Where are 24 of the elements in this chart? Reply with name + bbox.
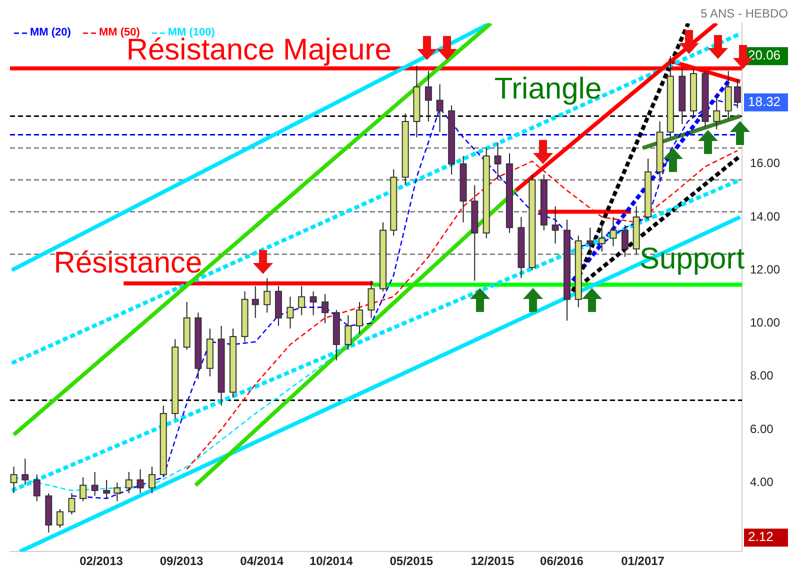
x-tick-label: 02/2013 <box>80 554 124 568</box>
y-tick-label: 6.00 <box>750 422 774 436</box>
y-tick-label: 16.00 <box>750 156 780 170</box>
y-tick-label: 12.00 <box>750 262 780 276</box>
x-tick-label: 06/2016 <box>540 554 584 568</box>
annotation: Triangle <box>494 72 602 106</box>
legend-label: MM (100) <box>168 26 216 39</box>
chart-subtitle: 5 ANS - HEBDO <box>700 6 788 21</box>
x-tick-label: 12/2015 <box>470 554 514 568</box>
legend-label: MM (20) <box>30 26 72 39</box>
x-tick-label: 10/2014 <box>309 554 354 568</box>
y-tick-label: 10.00 <box>750 316 780 330</box>
x-tick-label: 01/2017 <box>621 554 665 568</box>
annotation: Résistance <box>54 246 202 280</box>
annotation: Support <box>639 242 746 276</box>
y-tick-label: 4.00 <box>750 474 774 489</box>
y-tick-label: 8.00 <box>750 368 774 383</box>
y-tick-label: 14.00 <box>750 209 780 224</box>
annotation: 18.32 <box>748 94 781 109</box>
text: 2.12 <box>748 529 774 544</box>
x-tick-label: 09/2013 <box>160 554 204 568</box>
x-tick-label: 04/2014 <box>240 554 284 568</box>
annotation: 20.06 <box>748 48 781 63</box>
x-tick-label: 05/2015 <box>390 554 434 568</box>
